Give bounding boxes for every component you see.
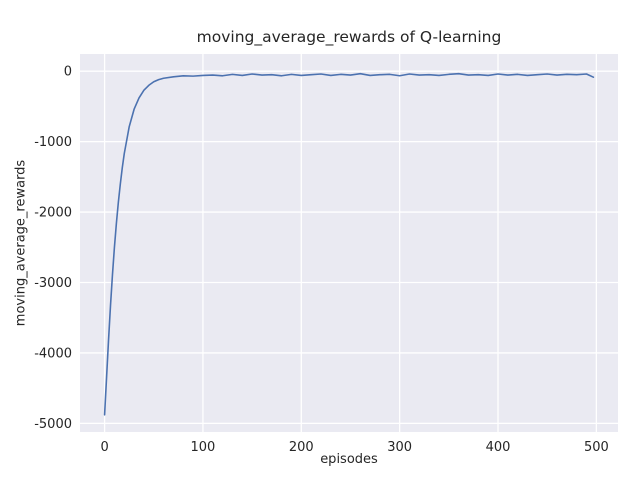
y-tick-label: -2000 bbox=[34, 206, 72, 221]
x-axis-label: episodes bbox=[320, 452, 378, 467]
y-tick-label: -1000 bbox=[34, 135, 72, 150]
y-tick-label: 0 bbox=[64, 65, 72, 80]
x-tick-label: 300 bbox=[387, 440, 412, 455]
reward-line bbox=[103, 72, 595, 416]
x-tick-label: 200 bbox=[289, 440, 314, 455]
x-tick-label: 500 bbox=[584, 440, 609, 455]
x-tick-label: 0 bbox=[100, 440, 108, 455]
plot-background bbox=[80, 54, 618, 432]
y-tick-label: -3000 bbox=[34, 276, 72, 291]
chart-title: moving_average_rewards of Q-learning bbox=[196, 28, 502, 46]
y-tick-label: -5000 bbox=[34, 417, 72, 432]
x-tick-label: 400 bbox=[486, 440, 511, 455]
y-tick-label: -4000 bbox=[34, 346, 72, 361]
x-tick-label: 100 bbox=[191, 440, 216, 455]
